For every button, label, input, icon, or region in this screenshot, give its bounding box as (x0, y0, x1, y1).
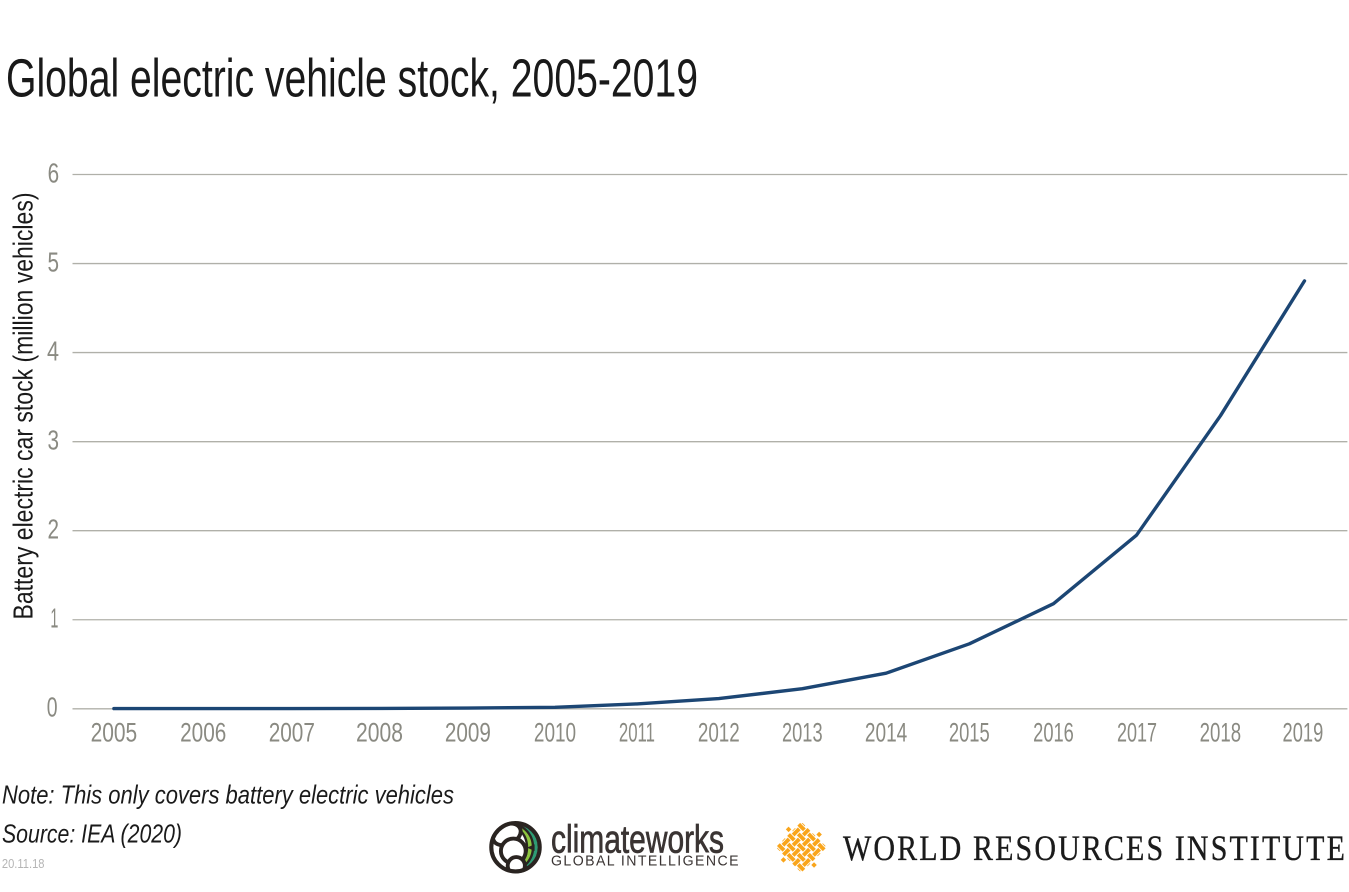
svg-text:2012: 2012 (698, 718, 740, 748)
svg-text:Source: IEA (2020): Source: IEA (2020) (2, 819, 182, 849)
svg-text:2013: 2013 (782, 718, 823, 748)
svg-text:0: 0 (47, 692, 58, 723)
svg-text:Global electric vehicle stock,: Global electric vehicle stock, 2005-2019 (6, 49, 698, 109)
svg-text:2015: 2015 (949, 718, 990, 748)
svg-text:2014: 2014 (865, 718, 907, 748)
svg-text:climateworks: climateworks (551, 819, 724, 862)
svg-text:2010: 2010 (534, 718, 576, 748)
svg-text:3: 3 (48, 425, 60, 456)
svg-text:6: 6 (48, 157, 60, 188)
svg-text:2007: 2007 (269, 718, 315, 748)
svg-text:2016: 2016 (1033, 718, 1074, 748)
svg-text:WORLD RESOURCES INSTITUTE: WORLD RESOURCES INSTITUTE (843, 828, 1347, 868)
svg-text:2006: 2006 (180, 718, 226, 748)
svg-text:5: 5 (48, 246, 60, 277)
svg-text:2018: 2018 (1200, 718, 1242, 748)
svg-text:Battery electric car stock (mi: Battery electric car stock (million vehi… (8, 193, 39, 620)
svg-text:2019: 2019 (1283, 718, 1324, 748)
svg-text:2011: 2011 (619, 718, 655, 748)
svg-text:2009: 2009 (445, 718, 491, 748)
svg-text:2005: 2005 (91, 718, 138, 748)
svg-text:GLOBAL INTELLIGENCE: GLOBAL INTELLIGENCE (551, 853, 740, 870)
svg-text:4: 4 (47, 336, 59, 367)
svg-text:1: 1 (50, 603, 58, 634)
svg-text:2: 2 (48, 514, 60, 545)
svg-text:2017: 2017 (1117, 718, 1157, 748)
svg-text:Note: This only covers battery: Note: This only covers battery electric … (2, 779, 454, 809)
svg-text:20.11.18: 20.11.18 (2, 856, 45, 871)
svg-text:2008: 2008 (356, 718, 403, 748)
